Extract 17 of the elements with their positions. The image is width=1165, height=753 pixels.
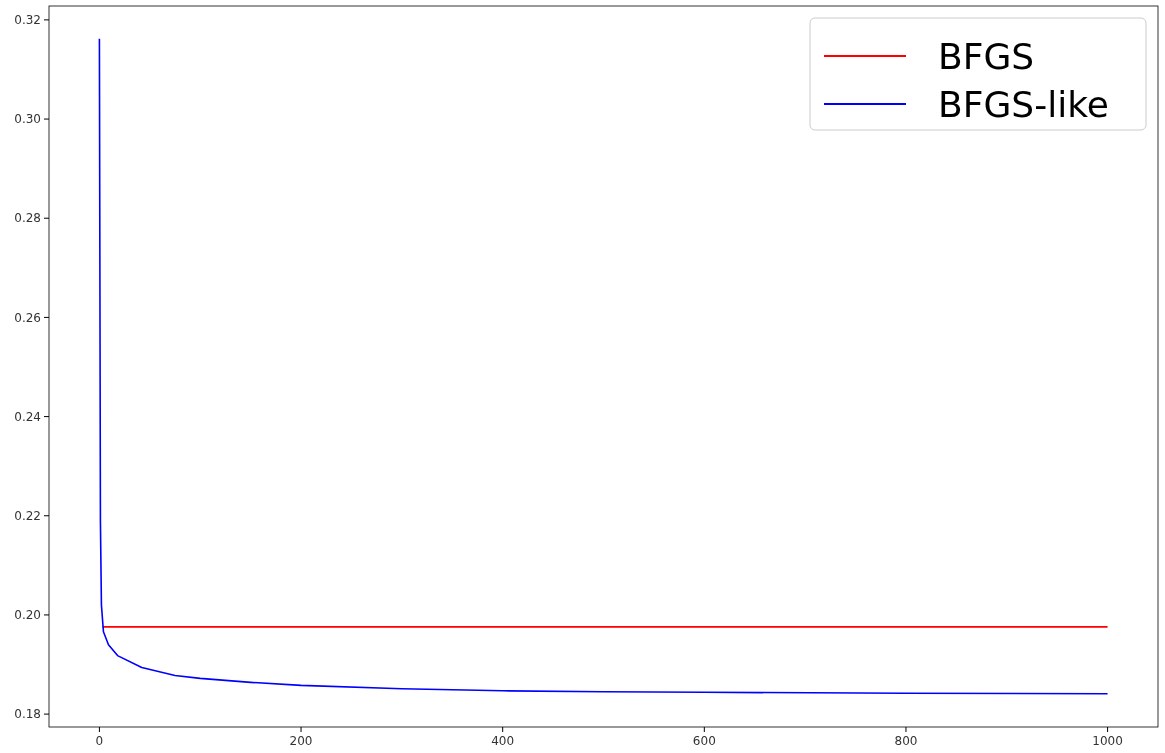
x-tick-label: 800	[894, 734, 918, 748]
y-tick-label: 0.26	[14, 310, 41, 325]
y-tick-label: 0.18	[14, 707, 41, 722]
y-tick-label: 0.24	[14, 409, 41, 424]
x-tick-label: 200	[289, 734, 313, 748]
y-tick-label: 0.30	[14, 112, 41, 127]
y-tick-label: 0.28	[14, 211, 41, 226]
y-tick-label: 0.22	[14, 508, 41, 523]
y-tick-label: 0.32	[14, 13, 41, 28]
x-tick-label: 400	[491, 734, 515, 748]
y-tick-label: 0.20	[14, 608, 41, 623]
x-tick-label: 0	[95, 734, 104, 748]
legend-label: BFGS-like	[938, 83, 1109, 125]
line-series	[98, 37, 1109, 695]
x-tick-label: 1000	[1092, 734, 1123, 748]
legend-label: BFGS	[938, 35, 1035, 77]
x-tick-label: 600	[692, 734, 716, 748]
